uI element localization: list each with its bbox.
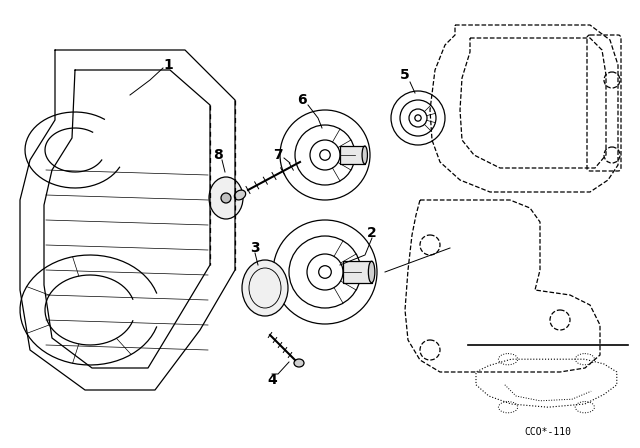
Text: 1: 1 (163, 58, 173, 72)
Text: 4: 4 (267, 373, 277, 387)
Circle shape (221, 193, 231, 203)
Text: 5: 5 (400, 68, 410, 82)
Text: 3: 3 (250, 241, 260, 255)
Bar (343, 261, 372, 283)
Bar (340, 146, 365, 164)
Text: 7: 7 (273, 148, 283, 162)
Ellipse shape (294, 359, 304, 367)
Circle shape (320, 150, 330, 160)
Text: 2: 2 (367, 226, 377, 240)
Ellipse shape (209, 177, 243, 219)
Ellipse shape (242, 260, 288, 316)
Ellipse shape (369, 261, 375, 283)
Circle shape (319, 266, 332, 278)
Circle shape (415, 115, 421, 121)
Ellipse shape (362, 146, 367, 164)
Text: CCO*-110: CCO*-110 (525, 427, 572, 437)
Ellipse shape (234, 190, 246, 200)
Text: 6: 6 (297, 93, 307, 107)
Text: 8: 8 (213, 148, 223, 162)
